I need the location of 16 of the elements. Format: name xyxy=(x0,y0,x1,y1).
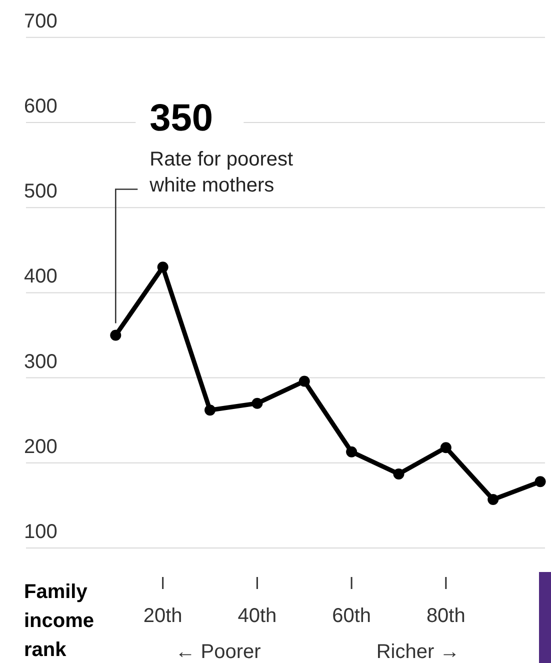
text: Richer → xyxy=(376,641,460,663)
y-tick-label: 100 xyxy=(24,521,58,543)
annotation: 350 xyxy=(150,97,214,140)
text: ← Poorer xyxy=(175,641,262,663)
y-tick-label: 700 xyxy=(24,10,58,32)
y-tick-label: 400 xyxy=(24,266,58,288)
x-tick-label: 80th xyxy=(426,605,466,627)
annotation: Rate for poorest white mothers xyxy=(148,148,294,196)
y-tick-label: 500 xyxy=(24,180,58,203)
x-axis-title: Family income rank xyxy=(24,581,94,661)
y-tick-label: 300 xyxy=(24,350,58,373)
y-tick-label: 200 xyxy=(24,436,58,458)
x-tick-label: 40th xyxy=(238,605,277,627)
y-tick-label: 600 xyxy=(24,96,58,118)
x-tick-label: 20th xyxy=(143,605,182,627)
x-tick-label: 60th xyxy=(332,605,372,627)
